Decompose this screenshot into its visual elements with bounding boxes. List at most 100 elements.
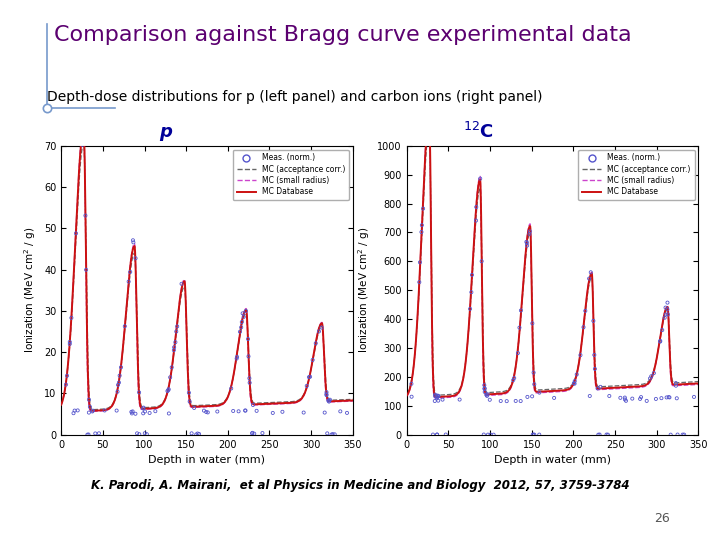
Point xyxy=(569,379,580,388)
Point xyxy=(670,379,682,387)
Point xyxy=(138,409,149,417)
Point xyxy=(198,406,210,415)
Point xyxy=(415,228,427,237)
Point xyxy=(66,314,77,322)
Point xyxy=(76,140,88,149)
Point xyxy=(549,394,560,402)
Point xyxy=(247,429,258,437)
Point xyxy=(237,309,248,318)
Point xyxy=(189,403,200,412)
Point xyxy=(626,394,638,403)
Point xyxy=(323,396,334,405)
Point xyxy=(61,372,73,380)
Point xyxy=(677,430,688,439)
Point xyxy=(163,409,175,418)
Point xyxy=(516,306,527,315)
Point xyxy=(81,430,93,439)
Point xyxy=(512,349,523,357)
Point xyxy=(183,388,194,397)
Point xyxy=(166,363,178,372)
Point xyxy=(521,238,532,246)
Point xyxy=(440,430,451,439)
Y-axis label: Ionization (MeV cm$^2$ / g): Ionization (MeV cm$^2$ / g) xyxy=(356,227,372,353)
Point xyxy=(569,377,580,386)
Point xyxy=(534,430,545,439)
Point xyxy=(247,401,258,409)
Point xyxy=(80,211,91,220)
Point xyxy=(571,370,582,379)
Point xyxy=(584,392,595,400)
Point xyxy=(427,430,438,439)
Point xyxy=(131,429,143,438)
Point xyxy=(523,230,535,238)
Point xyxy=(603,392,615,400)
Point xyxy=(654,337,666,346)
Point xyxy=(482,430,494,439)
Point xyxy=(577,323,589,332)
Point xyxy=(112,381,124,389)
Point xyxy=(242,335,253,343)
Point xyxy=(99,406,110,415)
Point xyxy=(670,381,682,390)
Point xyxy=(688,393,700,401)
Point xyxy=(81,266,92,274)
Point xyxy=(125,408,137,416)
Point xyxy=(659,313,670,322)
Point xyxy=(171,322,183,330)
Point xyxy=(595,382,606,391)
Point xyxy=(327,430,338,438)
Point xyxy=(619,395,631,404)
Point xyxy=(83,408,94,417)
Point xyxy=(251,407,262,415)
Point xyxy=(72,406,84,415)
Point xyxy=(508,374,520,382)
Point xyxy=(429,390,441,399)
Point xyxy=(276,408,288,416)
Point xyxy=(524,227,536,236)
Point xyxy=(123,277,135,286)
Point xyxy=(671,394,683,403)
Point xyxy=(479,388,490,396)
Point xyxy=(479,384,490,393)
Point xyxy=(615,394,626,402)
Point xyxy=(521,239,533,247)
Point xyxy=(93,429,104,437)
Point xyxy=(236,318,248,326)
Point xyxy=(620,396,631,405)
Point xyxy=(433,392,444,401)
Point xyxy=(192,429,203,438)
Point xyxy=(111,406,122,415)
Point xyxy=(133,430,145,438)
Point xyxy=(319,408,330,417)
Point xyxy=(184,397,195,406)
Point xyxy=(634,395,646,403)
Point xyxy=(513,323,525,332)
Point xyxy=(657,326,668,334)
Point xyxy=(83,430,94,439)
Point xyxy=(84,402,96,411)
Point xyxy=(479,384,490,393)
Text: p: p xyxy=(159,123,172,141)
Point xyxy=(534,388,545,397)
Point xyxy=(528,430,540,439)
Point xyxy=(248,429,260,438)
Point xyxy=(150,407,161,415)
Point xyxy=(200,408,212,416)
Point xyxy=(521,241,533,250)
Point xyxy=(575,351,586,360)
Point xyxy=(76,127,88,136)
Point xyxy=(298,408,310,417)
Point xyxy=(69,406,81,415)
Point xyxy=(482,390,493,399)
Point xyxy=(580,307,591,315)
Point xyxy=(602,430,613,439)
Point xyxy=(414,258,426,267)
Point xyxy=(89,429,101,438)
Point xyxy=(662,310,674,319)
Point xyxy=(138,404,149,413)
Point xyxy=(648,369,660,377)
Point xyxy=(650,395,662,403)
Point xyxy=(329,430,341,438)
Text: K. Parodi, A. Mairani,  et al Physics in Medicine and Biology  2012, 57, 3759-37: K. Parodi, A. Mairani, et al Physics in … xyxy=(91,480,629,492)
Point xyxy=(454,395,465,404)
